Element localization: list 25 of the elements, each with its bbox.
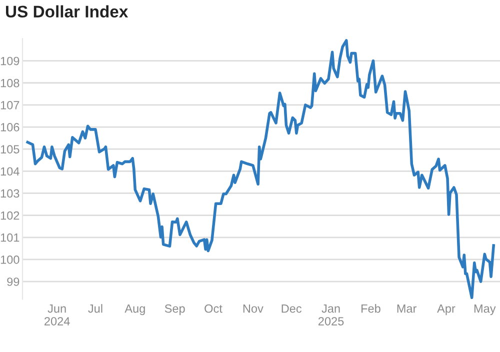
- y-tick-label: 106: [0, 123, 20, 132]
- line-series: [26, 39, 495, 300]
- x-tick-label: Aug: [124, 304, 145, 316]
- y-tick-label: 103: [0, 189, 20, 198]
- x-tick-label: Feb: [362, 304, 380, 313]
- y-tick-label: 107: [0, 100, 20, 110]
- x-tick-label: Sep: [164, 304, 185, 316]
- x-tick-label: Mar: [397, 304, 417, 313]
- y-tick-label: 109: [0, 56, 20, 66]
- x-tick-label: Apr: [437, 304, 456, 316]
- y-tick-label: 108: [0, 78, 20, 88]
- chart-title: US Dollar Index: [6, 5, 128, 18]
- x-tick-label: Jan 2025: [318, 304, 344, 326]
- y-tick-label: 100: [0, 256, 20, 264]
- y-tick-label: 102: [0, 211, 20, 220]
- x-tick-label: Jun 2024: [44, 304, 70, 326]
- x-tick-label: Oct: [204, 304, 222, 313]
- x-tick-label: Dec: [282, 304, 302, 313]
- y-tick-label: 101: [0, 233, 20, 242]
- y-tick-label: 104: [0, 167, 20, 176]
- x-tick-label: May: [474, 304, 496, 316]
- y-tick-label: 99: [7, 278, 20, 286]
- x-tick-label: Nov: [243, 304, 264, 313]
- y-tick-label: 105: [0, 145, 20, 154]
- x-tick-label: Jul: [88, 304, 102, 313]
